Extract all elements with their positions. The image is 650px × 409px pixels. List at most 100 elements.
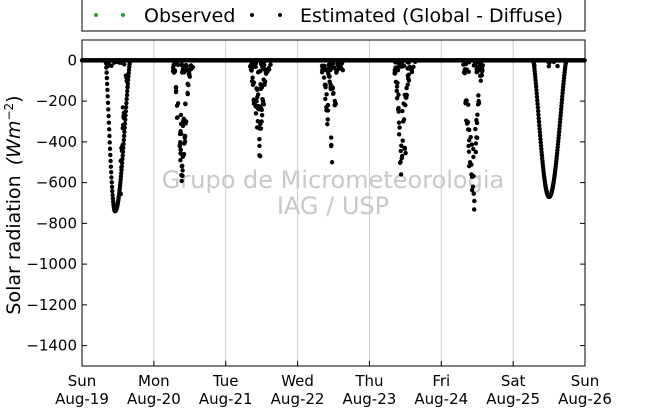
data-point: [396, 132, 402, 137]
data-point: [560, 94, 565, 99]
data-point: [559, 100, 564, 105]
y-tick-label: −1200: [26, 296, 77, 314]
data-point: [534, 91, 539, 96]
data-point: [469, 187, 475, 193]
x-tick-label-day: Thu: [354, 372, 383, 390]
data-point: [393, 59, 398, 65]
x-tick-label-date: Aug-20: [127, 390, 181, 408]
data-point: [479, 73, 484, 78]
data-point: [180, 163, 185, 168]
data-point: [400, 108, 405, 114]
data-point: [556, 132, 562, 138]
data-point: [328, 135, 334, 140]
data-point: [108, 158, 113, 164]
data-point: [179, 178, 184, 184]
data-point: [476, 93, 481, 98]
estimated-points: [79, 58, 587, 214]
data-point: [118, 158, 123, 164]
data-point: [396, 120, 402, 125]
data-point: [114, 58, 119, 64]
data-point: [409, 69, 415, 75]
data-point: [331, 61, 336, 66]
x-tick-label-day: Wed: [281, 372, 314, 390]
data-point: [110, 188, 115, 194]
data-point: [396, 92, 401, 97]
data-point: [109, 175, 114, 180]
data-point: [179, 59, 184, 64]
x-tick-label-day: Sun: [571, 372, 600, 390]
data-point: [563, 59, 568, 64]
data-point: [110, 192, 115, 198]
data-point: [174, 115, 180, 121]
data-point: [394, 95, 400, 101]
data-point: [259, 112, 265, 118]
data-point: [476, 100, 482, 106]
data-point: [260, 102, 266, 107]
data-point: [471, 174, 476, 179]
data-point: [108, 152, 113, 158]
data-point: [556, 129, 562, 135]
data-point: [536, 112, 541, 117]
x-tick-label-day: Sun: [68, 372, 97, 390]
legend-estimated-marker-1: [250, 13, 254, 17]
data-point: [254, 99, 259, 104]
data-point: [475, 135, 480, 140]
data-point: [557, 58, 562, 63]
data-point: [185, 91, 190, 97]
data-point: [180, 123, 186, 129]
watermark-line-2: IAG / USP: [277, 192, 389, 220]
data-point: [323, 96, 328, 102]
data-point: [121, 137, 127, 143]
data-point: [180, 168, 185, 173]
data-point: [471, 191, 476, 196]
data-point: [413, 59, 418, 64]
data-point: [321, 75, 327, 80]
data-point: [106, 59, 112, 64]
data-point: [104, 81, 110, 87]
data-point: [181, 116, 186, 121]
data-point: [109, 184, 115, 190]
data-point: [107, 140, 112, 145]
data-point: [471, 207, 477, 212]
watermark-line-1: Grupo de Micrometeorologia: [162, 166, 504, 194]
data-point: [533, 81, 539, 86]
data-point: [546, 63, 551, 69]
y-axis-label-text: Solar radiation: [3, 175, 25, 314]
x-tick-label-day: Mon: [138, 372, 170, 390]
data-point: [557, 123, 562, 128]
data-point: [401, 117, 407, 122]
data-point: [396, 105, 401, 111]
data-point: [323, 82, 328, 88]
data-point: [183, 101, 188, 106]
data-point: [119, 171, 124, 176]
data-point: [177, 143, 183, 149]
data-point: [178, 158, 183, 163]
data-point: [121, 110, 127, 116]
y-tick-label: −400: [36, 133, 77, 151]
data-point: [555, 63, 560, 69]
data-point: [404, 95, 409, 100]
data-point: [109, 180, 114, 185]
data-point: [247, 64, 253, 69]
data-point: [405, 66, 410, 71]
data-point: [261, 77, 266, 82]
legend-box: [81, 0, 586, 32]
data-point: [121, 133, 127, 139]
data-point: [127, 59, 133, 65]
data-point: [178, 112, 184, 118]
data-point: [478, 63, 483, 68]
data-point: [122, 62, 127, 67]
data-point: [108, 169, 114, 175]
data-point: [398, 59, 404, 64]
data-point: [118, 174, 124, 179]
data-point: [558, 113, 563, 119]
data-point: [464, 98, 469, 103]
data-point: [259, 119, 264, 124]
data-point: [262, 59, 267, 64]
data-point: [473, 149, 478, 155]
data-point: [125, 88, 130, 94]
data-point: [108, 164, 114, 169]
data-point: [123, 73, 129, 78]
data-point: [406, 72, 411, 77]
data-point: [106, 127, 112, 132]
